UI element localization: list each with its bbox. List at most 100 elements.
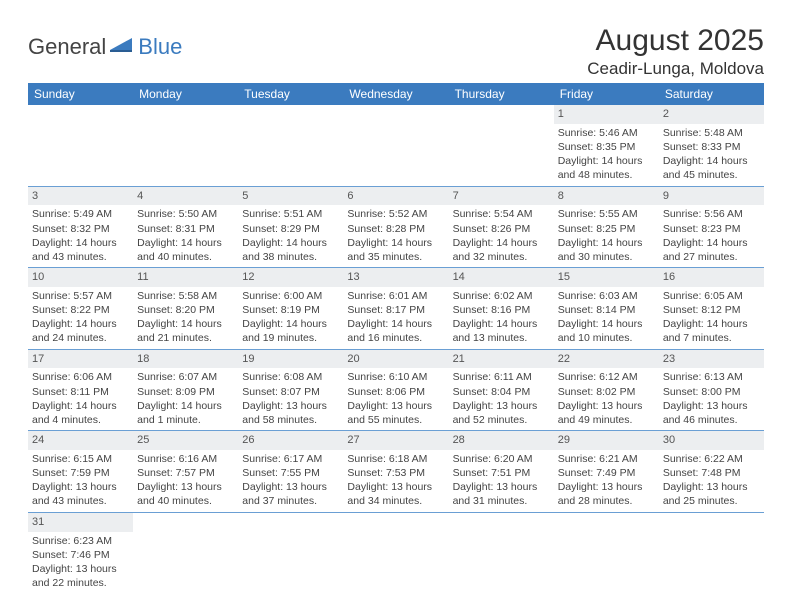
sunset-line: Sunset: 7:51 PM (453, 466, 550, 480)
brand-part1: General (28, 34, 106, 60)
sunset-line: Sunset: 8:31 PM (137, 222, 234, 236)
calendar-row: 24 Sunrise: 6:15 AMSunset: 7:59 PM Dayligh… (28, 431, 764, 513)
location: Ceadir-Lunga, Moldova (587, 59, 764, 79)
calendar-row: 3Sunrise: 5:49 AMSunset: 8:32 PMDaylight… (28, 186, 764, 268)
sunrise-line: Sunrise: 6:20 AM (453, 452, 550, 466)
header: General Blue August 2025 Ceadir-Lunga, M… (28, 24, 764, 79)
calendar-row: 31Sunrise: 6:23 AMSunset: 7:46 PMDayligh… (28, 512, 764, 593)
calendar-table: Sunday Monday Tuesday Wednesday Thursday… (28, 83, 764, 593)
calendar-cell: 12Sunrise: 6:00 AMSunset: 8:19 PMDayligh… (238, 268, 343, 350)
sunrise-line: Sunrise: 6:11 AM (453, 370, 550, 384)
daylight-line: Daylight: 13 hours and 40 minutes. (137, 480, 234, 508)
sunset-line: Sunset: 8:33 PM (663, 140, 760, 154)
weekday-header: Wednesday (343, 83, 448, 105)
day-body: Sunrise: 6:22 AMSunset: 7:48 PMDaylight:… (659, 450, 764, 512)
day-body: Sunrise: 6:00 AMSunset: 8:19 PMDaylight:… (238, 287, 343, 349)
daylight-line: Daylight: 14 hours and 40 minutes. (137, 236, 234, 264)
sunrise-line: Sunrise: 6:15 AM (32, 452, 129, 466)
calendar-cell: 11Sunrise: 5:58 AMSunset: 8:20 PMDayligh… (133, 268, 238, 350)
sunset-line: Sunset: 8:35 PM (558, 140, 655, 154)
day-number: 9 (659, 187, 764, 206)
daylight-line: Daylight: 13 hours and 52 minutes. (453, 399, 550, 427)
sunset-line: Sunset: 7:59 PM (32, 466, 129, 480)
sunset-line: Sunset: 7:53 PM (347, 466, 444, 480)
sunset-line: Sunset: 8:32 PM (32, 222, 129, 236)
sunrise-line: Sunrise: 6:01 AM (347, 289, 444, 303)
day-number: 18 (133, 350, 238, 369)
calendar-cell: 27Sunrise: 6:18 AMSunset: 7:53 PMDayligh… (343, 431, 448, 513)
calendar-cell-empty (238, 105, 343, 186)
day-number: 30 (659, 431, 764, 450)
day-body: Sunrise: 6:23 AMSunset: 7:46 PMDaylight:… (28, 532, 133, 594)
day-body: Sunrise: 5:52 AMSunset: 8:28 PMDaylight:… (343, 205, 448, 267)
daylight-line: Daylight: 13 hours and 28 minutes. (558, 480, 655, 508)
weekday-header: Monday (133, 83, 238, 105)
day-number: 5 (238, 187, 343, 206)
sunset-line: Sunset: 8:16 PM (453, 303, 550, 317)
calendar-cell-empty (659, 512, 764, 593)
brand-part2: Blue (138, 34, 182, 60)
day-body: Sunrise: 5:46 AMSunset: 8:35 PMDaylight:… (554, 124, 659, 186)
sunrise-line: Sunrise: 6:17 AM (242, 452, 339, 466)
day-body: Sunrise: 6:11 AMSunset: 8:04 PMDaylight:… (449, 368, 554, 430)
sunset-line: Sunset: 8:06 PM (347, 385, 444, 399)
calendar-page: General Blue August 2025 Ceadir-Lunga, M… (0, 0, 792, 613)
calendar-row: 1Sunrise: 5:46 AMSunset: 8:35 PMDaylight… (28, 105, 764, 186)
day-number: 2 (659, 105, 764, 124)
calendar-cell: 29Sunrise: 6:21 AMSunset: 7:49 PMDayligh… (554, 431, 659, 513)
day-number: 31 (28, 513, 133, 532)
calendar-cell: 24Sunrise: 6:15 AMSunset: 7:59 PMDayligh… (28, 431, 133, 513)
daylight-line: Daylight: 14 hours and 21 minutes. (137, 317, 234, 345)
sunrise-line: Sunrise: 5:56 AM (663, 207, 760, 221)
daylight-line: Daylight: 13 hours and 37 minutes. (242, 480, 339, 508)
sunrise-line: Sunrise: 6:22 AM (663, 452, 760, 466)
daylight-line: Daylight: 14 hours and 1 minute. (137, 399, 234, 427)
daylight-line: Daylight: 13 hours and 58 minutes. (242, 399, 339, 427)
daylight-line: Daylight: 14 hours and 10 minutes. (558, 317, 655, 345)
daylight-line: Daylight: 14 hours and 19 minutes. (242, 317, 339, 345)
calendar-cell: 19Sunrise: 6:08 AMSunset: 8:07 PMDayligh… (238, 349, 343, 431)
day-number: 28 (449, 431, 554, 450)
day-number: 4 (133, 187, 238, 206)
calendar-cell: 13Sunrise: 6:01 AMSunset: 8:17 PMDayligh… (343, 268, 448, 350)
sunset-line: Sunset: 8:28 PM (347, 222, 444, 236)
day-body: Sunrise: 6:13 AMSunset: 8:00 PMDaylight:… (659, 368, 764, 430)
day-body: Sunrise: 6:05 AMSunset: 8:12 PMDaylight:… (659, 287, 764, 349)
sunrise-line: Sunrise: 6:23 AM (32, 534, 129, 548)
sunset-line: Sunset: 8:00 PM (663, 385, 760, 399)
sunset-line: Sunset: 8:17 PM (347, 303, 444, 317)
day-number: 24 (28, 431, 133, 450)
calendar-cell-empty (133, 512, 238, 593)
calendar-cell-empty (28, 105, 133, 186)
day-number: 17 (28, 350, 133, 369)
day-body: Sunrise: 5:56 AMSunset: 8:23 PMDaylight:… (659, 205, 764, 267)
daylight-line: Daylight: 14 hours and 27 minutes. (663, 236, 760, 264)
day-body: Sunrise: 6:20 AMSunset: 7:51 PMDaylight:… (449, 450, 554, 512)
calendar-cell: 18Sunrise: 6:07 AMSunset: 8:09 PMDayligh… (133, 349, 238, 431)
calendar-cell: 14Sunrise: 6:02 AMSunset: 8:16 PMDayligh… (449, 268, 554, 350)
daylight-line: Daylight: 13 hours and 31 minutes. (453, 480, 550, 508)
sunrise-line: Sunrise: 6:00 AM (242, 289, 339, 303)
calendar-cell: 21Sunrise: 6:11 AMSunset: 8:04 PMDayligh… (449, 349, 554, 431)
daylight-line: Daylight: 14 hours and 43 minutes. (32, 236, 129, 264)
sunset-line: Sunset: 8:04 PM (453, 385, 550, 399)
day-number: 12 (238, 268, 343, 287)
day-number: 15 (554, 268, 659, 287)
daylight-line: Daylight: 14 hours and 4 minutes. (32, 399, 129, 427)
calendar-cell: 3Sunrise: 5:49 AMSunset: 8:32 PMDaylight… (28, 186, 133, 268)
sunrise-line: Sunrise: 5:58 AM (137, 289, 234, 303)
sunset-line: Sunset: 8:26 PM (453, 222, 550, 236)
day-number: 1 (554, 105, 659, 124)
day-body: Sunrise: 6:06 AMSunset: 8:11 PMDaylight:… (28, 368, 133, 430)
day-number: 22 (554, 350, 659, 369)
calendar-row: 17Sunrise: 6:06 AMSunset: 8:11 PMDayligh… (28, 349, 764, 431)
month-title: August 2025 (587, 24, 764, 57)
weekday-header: Saturday (659, 83, 764, 105)
weekday-header: Thursday (449, 83, 554, 105)
day-body: Sunrise: 6:12 AMSunset: 8:02 PMDaylight:… (554, 368, 659, 430)
sunrise-line: Sunrise: 5:55 AM (558, 207, 655, 221)
sunset-line: Sunset: 8:22 PM (32, 303, 129, 317)
day-number: 13 (343, 268, 448, 287)
day-number: 23 (659, 350, 764, 369)
day-body: Sunrise: 5:55 AMSunset: 8:25 PMDaylight:… (554, 205, 659, 267)
